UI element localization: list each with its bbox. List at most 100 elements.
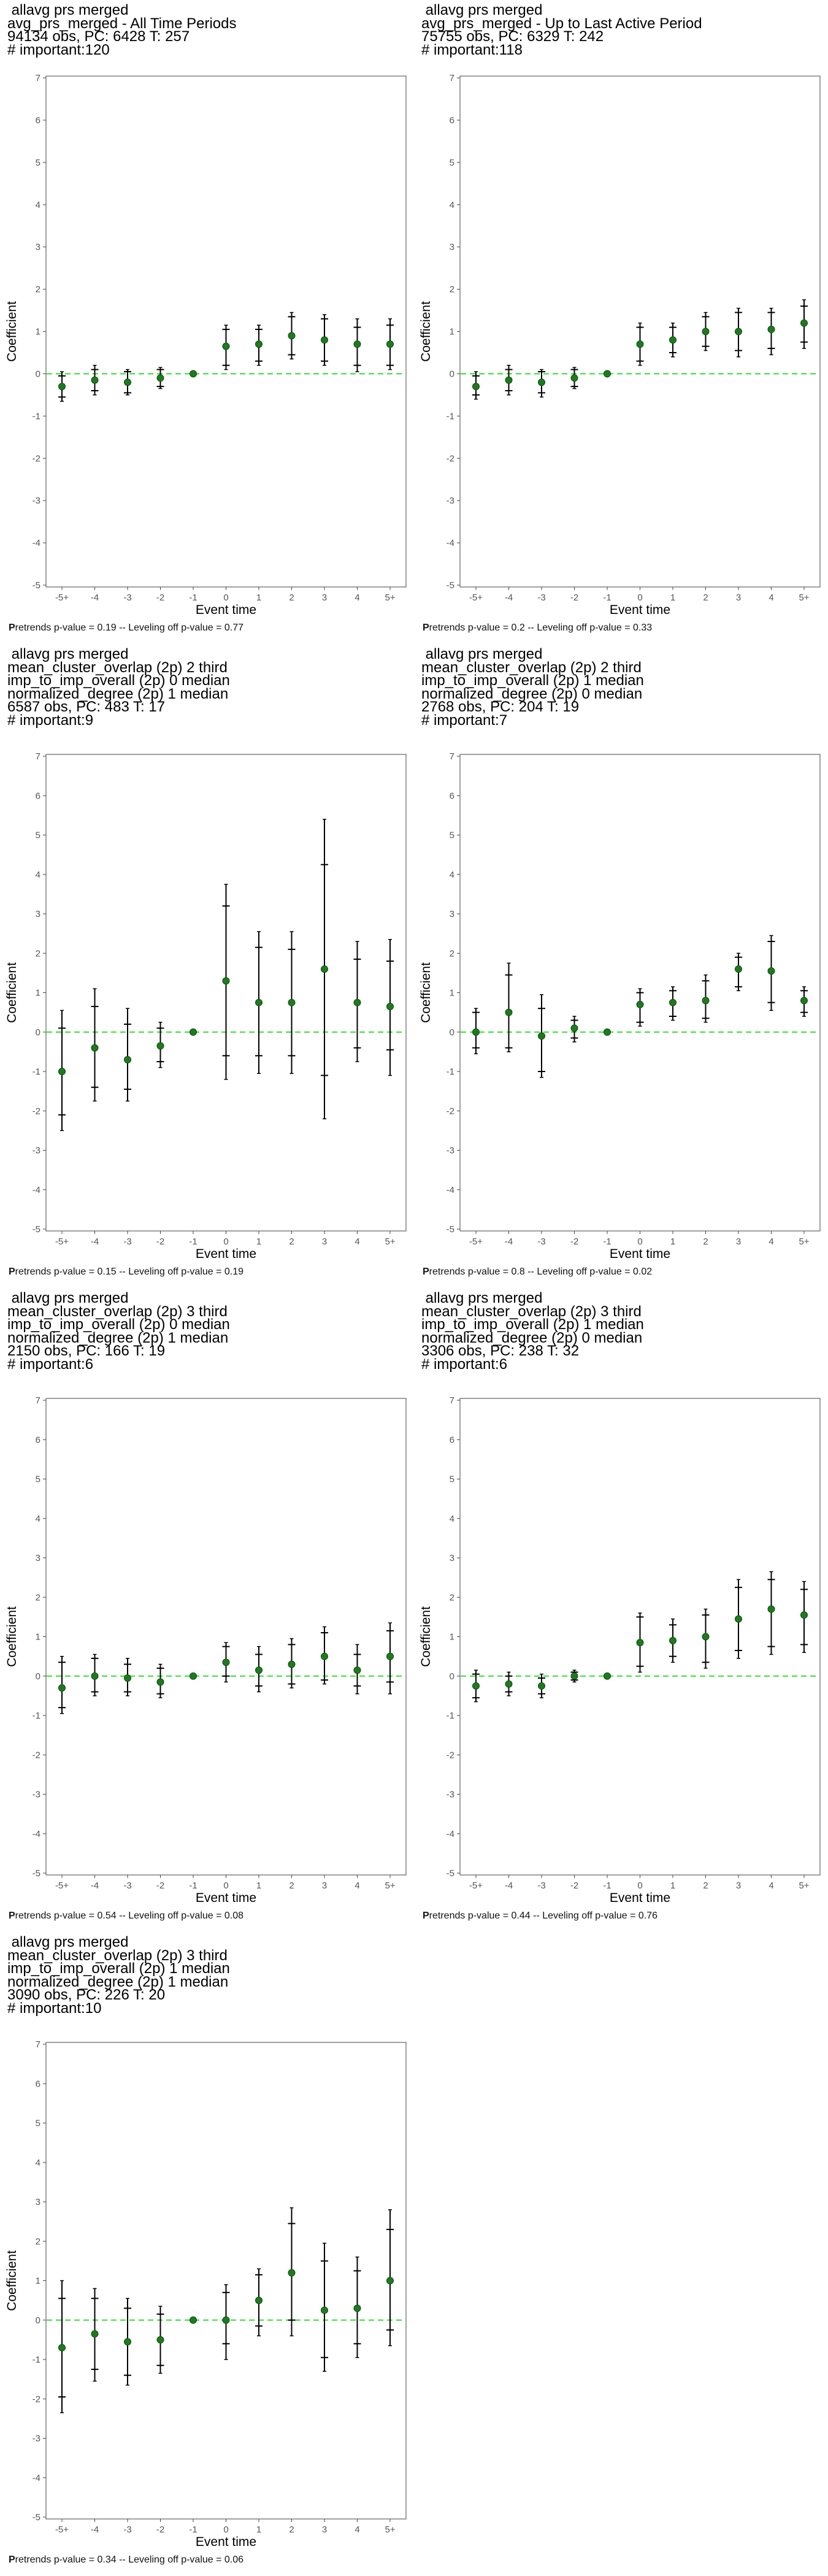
- estimate-point: [669, 999, 677, 1006]
- y-tick-label: -3: [447, 1790, 454, 1800]
- estimate-point: [190, 370, 197, 378]
- chart-title-line: 2150 obs, PC: 166 T: 19: [7, 1343, 166, 1359]
- y-tick-label: -4: [447, 538, 454, 548]
- y-tick-label: -4: [447, 1829, 454, 1839]
- y-tick-label: 0: [36, 1027, 40, 1038]
- estimate-point: [124, 378, 131, 386]
- chart-title-line: mean_cluster_overlap (2p) 3 third: [7, 1947, 228, 1964]
- y-tick-label: 5: [450, 830, 454, 841]
- estimate-point: [604, 370, 611, 378]
- x-tick-label: 3: [736, 1236, 741, 1247]
- estimate-point: [570, 374, 578, 382]
- chart-title-line: # important:10: [7, 1999, 102, 2017]
- estimate-point: [321, 1652, 328, 1660]
- y-tick-label: -2: [447, 453, 454, 464]
- estimate-point: [222, 977, 230, 985]
- chart-title-line: imp_to_imp_overall (2p) 1 median: [421, 1316, 644, 1333]
- y-tick-label: 5: [450, 1474, 454, 1485]
- estimate-point: [190, 1672, 197, 1680]
- estimate-point: [58, 2344, 66, 2352]
- estimate-point: [669, 336, 677, 344]
- chart-title-line: # important:6: [7, 1355, 94, 1373]
- estimate-point: [156, 374, 164, 382]
- y-tick-label: -3: [33, 1146, 40, 1156]
- y-tick-label: -5: [33, 1868, 40, 1879]
- chart-panel-4: allavg prs merged mean_cluster_overlap (2…: [414, 644, 828, 1288]
- x-tick-label: 4: [769, 592, 773, 603]
- estimate-point: [255, 340, 263, 348]
- x-tick-label: 2: [703, 592, 708, 603]
- x-tick-label: 2: [703, 1880, 708, 1891]
- estimate-point: [91, 1672, 99, 1680]
- estimate-point: [386, 340, 394, 348]
- y-tick-label: -2: [33, 453, 40, 464]
- y-tick-label: -5: [33, 2512, 40, 2523]
- estimate-point: [156, 2336, 164, 2344]
- y-tick-label: 0: [450, 1027, 454, 1038]
- estimate-point: [570, 1024, 578, 1032]
- footnote-initial: P: [423, 1911, 429, 1921]
- estimate-point: [800, 997, 808, 1005]
- chart-panel-3: allavg prs merged mean_cluster_overlap (2…: [0, 644, 414, 1288]
- event-study-plot: -5 -4 -3 -2 -1 0 1 2 3 4 5 6 7 -5+ -4 -3 -2 -1 0 1 2 3 4 5+ Even…: [419, 1395, 821, 1905]
- y-tick-label: -4: [33, 2473, 40, 2483]
- estimate-point: [505, 376, 513, 384]
- x-tick-label: -2: [570, 1236, 578, 1247]
- chart-panel-2: allavg prs merged avg_prs_merged - Up to …: [414, 0, 828, 644]
- y-tick-label: 4: [36, 200, 40, 210]
- y-tick-label: -2: [447, 1750, 454, 1760]
- chart-title-line: allavg prs merged: [421, 1290, 543, 1306]
- x-tick-label: 5+: [799, 1236, 809, 1247]
- estimate-point: [538, 1682, 545, 1690]
- estimate-point: [472, 1028, 480, 1036]
- x-tick-label: -2: [156, 592, 164, 603]
- x-tick-label: 5+: [385, 592, 395, 603]
- estimate-point: [190, 2316, 197, 2324]
- y-tick-label: -3: [447, 496, 454, 506]
- chart-title: allavg prs merged avg_prs_merged - Up to …: [421, 2, 820, 57]
- chart-panel-7: allavg prs merged mean_cluster_overlap (2…: [0, 1932, 414, 2576]
- y-tick-label: -5: [447, 1224, 454, 1235]
- event-study-plot: -5 -4 -3 -2 -1 0 1 2 3 4 5 6 7 -5+ -4 -3 -2 -1 0 1 2 3 4 5+ Even…: [5, 1395, 407, 1905]
- estimate-point: [353, 340, 361, 348]
- x-tick-label: -4: [505, 1236, 513, 1247]
- y-tick-label: 5: [36, 830, 40, 841]
- x-tick-label: 0: [637, 1236, 642, 1247]
- plot-frame: [45, 1398, 407, 1876]
- y-tick-label: 6: [36, 791, 40, 801]
- estimate-point: [124, 1674, 131, 1682]
- y-tick-label: -3: [33, 1790, 40, 1800]
- chart-title-line: allavg prs merged: [421, 2, 543, 18]
- y-tick-label: 2: [450, 1592, 454, 1603]
- x-tick-label: 1: [670, 1880, 675, 1891]
- chart-title-line: mean_cluster_overlap (2p) 2 third: [421, 659, 642, 676]
- x-tick-label: 4: [355, 1880, 359, 1891]
- x-tick-label: 1: [256, 1880, 261, 1891]
- estimate-point: [538, 1032, 545, 1040]
- x-axis-label: Event time: [610, 1247, 670, 1261]
- y-tick-label: 1: [36, 1632, 40, 1643]
- y-tick-label: 4: [36, 1514, 40, 1524]
- estimate-point: [636, 340, 644, 348]
- y-tick-label: 3: [36, 909, 40, 919]
- y-axis-label: Coefficient: [419, 301, 433, 362]
- footnote-text: retrends p-value = 0.44 -- Leveling off …: [429, 1911, 658, 1921]
- y-tick-label: -4: [33, 1185, 40, 1195]
- y-tick-label: -1: [33, 1067, 40, 1077]
- y-tick-label: -4: [33, 538, 40, 548]
- y-tick-label: 3: [450, 242, 454, 253]
- chart-title-line: # important:6: [421, 1355, 508, 1373]
- x-tick-label: -5+: [55, 592, 69, 603]
- pvalue-footnote: Pretrends p-value = 0.19 -- Leveling off…: [9, 623, 243, 634]
- x-tick-label: -3: [537, 592, 545, 603]
- y-tick-label: 3: [36, 1553, 40, 1563]
- y-tick-label: 7: [36, 1395, 40, 1406]
- y-tick-label: 3: [450, 909, 454, 919]
- chart-title-line: # important:120: [7, 41, 110, 58]
- y-tick-label: 2: [450, 948, 454, 959]
- y-tick-label: 6: [36, 2079, 40, 2089]
- y-tick-label: 1: [450, 988, 454, 999]
- x-tick-label: 3: [322, 1236, 327, 1247]
- y-tick-label: 5: [36, 158, 40, 168]
- y-tick-label: -5: [33, 580, 40, 591]
